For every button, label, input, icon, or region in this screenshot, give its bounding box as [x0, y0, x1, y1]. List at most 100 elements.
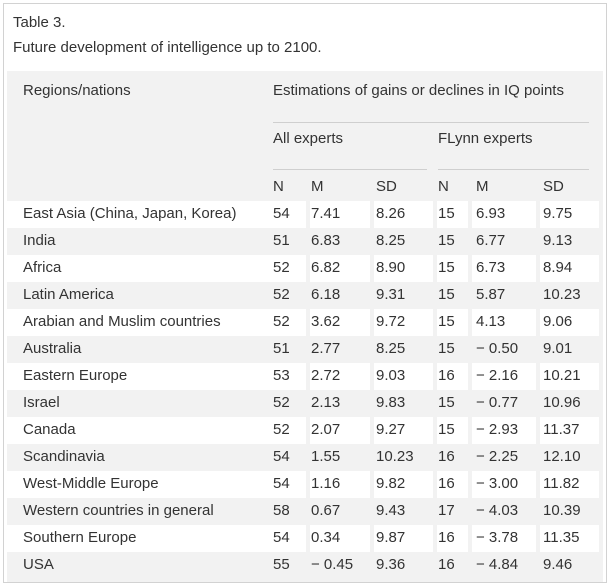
flynn-sd-cell: 10.96 — [543, 394, 581, 411]
table-row: Latin America 52 6.18 9.31 15 5.87 10.23 — [7, 282, 603, 309]
flynn-n-cell: 16 — [438, 448, 455, 465]
row-stripe — [472, 201, 536, 228]
all-sd-cell: 9.36 — [376, 556, 406, 573]
flynn-n-cell: 15 — [438, 394, 455, 411]
flynn-m-cell: − 4.84 — [476, 556, 519, 573]
column-header-flynn-sd: SD — [543, 178, 564, 195]
all-m-cell: 2.07 — [311, 421, 341, 438]
row-stripe — [273, 309, 306, 336]
row-stripe — [310, 471, 370, 498]
row-stripe — [540, 417, 599, 444]
flynn-n-cell: 15 — [438, 205, 455, 222]
all-n-cell: 52 — [273, 259, 290, 276]
flynn-sd-cell: 9.13 — [543, 232, 573, 249]
flynn-sd-cell: 9.01 — [543, 340, 573, 357]
flynn-m-cell: − 0.50 — [476, 340, 519, 357]
row-stripe — [310, 417, 370, 444]
all-sd-cell: 8.25 — [376, 340, 406, 357]
flynn-sd-cell: 10.39 — [543, 502, 581, 519]
row-stripe — [472, 417, 536, 444]
all-m-cell: 2.72 — [311, 367, 341, 384]
flynn-sd-cell: 10.21 — [543, 367, 581, 384]
all-m-cell: 7.41 — [311, 205, 341, 222]
flynn-n-cell: 16 — [438, 529, 455, 546]
all-sd-cell: 10.23 — [376, 448, 414, 465]
row-stripe — [540, 471, 599, 498]
all-sd-cell: 9.83 — [376, 394, 406, 411]
column-header-all-sd: SD — [376, 178, 397, 195]
column-header-regions: Regions/nations — [23, 82, 131, 99]
region-cell: Eastern Europe — [23, 367, 128, 384]
row-stripe — [7, 201, 273, 228]
row-stripe — [374, 255, 433, 282]
table-row: Australia 51 2.77 8.25 15 − 0.50 9.01 — [7, 336, 603, 363]
all-n-cell: 54 — [273, 205, 290, 222]
row-stripe — [374, 309, 433, 336]
all-sd-cell: 8.26 — [376, 205, 406, 222]
table-row: Israel 52 2.13 9.83 15 − 0.77 10.96 — [7, 390, 603, 417]
flynn-sd-cell: 11.37 — [543, 421, 580, 438]
region-cell: Latin America — [23, 286, 114, 303]
subgroup-header-flynn-experts: FLynn experts — [438, 130, 533, 147]
flynn-sd-cell: 10.23 — [543, 286, 581, 303]
all-m-cell: 1.16 — [311, 475, 341, 492]
table-row: Canada 52 2.07 9.27 15 − 2.93 11.37 — [7, 417, 603, 444]
row-stripe — [374, 471, 433, 498]
row-stripe — [472, 363, 536, 390]
row-stripe — [7, 525, 273, 552]
flynn-m-cell: − 2.25 — [476, 448, 519, 465]
table-row: Africa 52 6.82 8.90 15 6.73 8.94 — [7, 255, 603, 282]
row-stripe — [437, 471, 468, 498]
all-n-cell: 52 — [273, 394, 290, 411]
all-sd-cell: 9.82 — [376, 475, 406, 492]
all-n-cell: 52 — [273, 421, 290, 438]
flynn-n-cell: 17 — [438, 502, 455, 519]
data-table: Regions/nations Estimations of gains or … — [7, 71, 603, 582]
row-stripe — [437, 309, 468, 336]
row-stripe — [310, 363, 370, 390]
flynn-n-cell: 16 — [438, 475, 455, 492]
all-n-cell: 58 — [273, 502, 290, 519]
column-header-all-n: N — [273, 178, 284, 195]
group-divider — [273, 122, 589, 123]
table-row: USA 55 − 0.45 9.36 16 − 4.84 9.46 — [7, 552, 603, 579]
flynn-m-cell: − 0.77 — [476, 394, 519, 411]
all-m-cell: 0.34 — [311, 529, 341, 546]
subgroup-header-all-experts: All experts — [273, 130, 344, 147]
row-stripe — [472, 255, 536, 282]
row-stripe — [7, 309, 273, 336]
region-cell: Canada — [23, 421, 76, 438]
region-cell: Australia — [23, 340, 82, 357]
table-label: Table 3. — [13, 14, 66, 31]
flynn-m-cell: 5.87 — [476, 286, 506, 303]
row-stripe — [273, 525, 306, 552]
flynn-m-cell: − 3.00 — [476, 475, 519, 492]
row-stripe — [7, 255, 273, 282]
flynn-sd-cell: 9.46 — [543, 556, 573, 573]
region-cell: USA — [23, 556, 54, 573]
table-row: West-Middle Europe 54 1.16 9.82 16 − 3.00 11.8… — [7, 471, 603, 498]
row-stripe — [7, 417, 273, 444]
row-stripe — [540, 363, 599, 390]
flynn-n-cell: 15 — [438, 340, 455, 357]
column-header-flynn-m: M — [476, 178, 489, 195]
all-sd-cell: 9.31 — [376, 286, 406, 303]
all-n-cell: 54 — [273, 475, 290, 492]
flynn-sd-cell: 12.10 — [543, 448, 581, 465]
region-cell: East Asia (China, Japan, Korea) — [23, 205, 237, 222]
flynn-n-cell: 15 — [438, 421, 455, 438]
row-stripe — [472, 471, 536, 498]
all-n-cell: 53 — [273, 367, 290, 384]
row-stripe — [7, 471, 273, 498]
flynn-sd-cell: 11.35 — [543, 529, 580, 546]
subgroup-divider-flynn — [438, 169, 589, 170]
all-n-cell: 54 — [273, 448, 290, 465]
all-m-cell: 0.67 — [311, 502, 341, 519]
flynn-sd-cell: 8.94 — [543, 259, 573, 276]
row-stripe — [472, 309, 536, 336]
flynn-m-cell: − 2.93 — [476, 421, 519, 438]
row-stripe — [540, 201, 599, 228]
region-cell: Scandinavia — [23, 448, 105, 465]
flynn-m-cell: − 3.78 — [476, 529, 519, 546]
flynn-m-cell: 4.13 — [476, 313, 506, 330]
